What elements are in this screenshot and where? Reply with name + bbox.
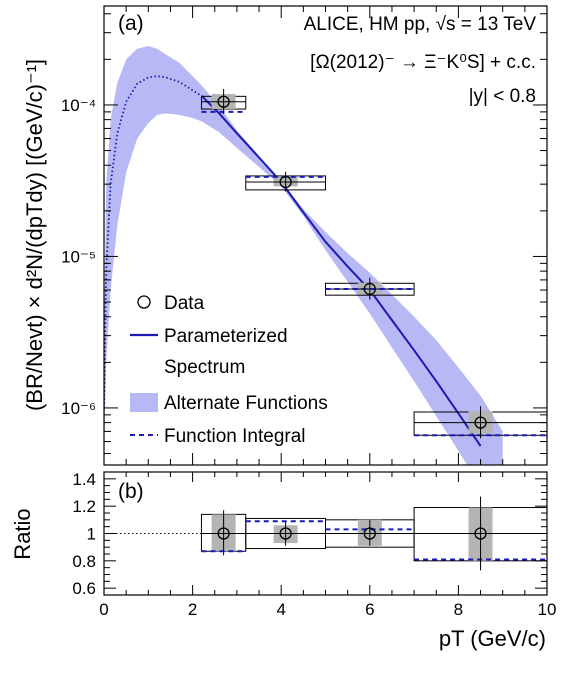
x-tick-label-10: 10: [538, 600, 557, 619]
legend-curve-label-2: Spectrum: [164, 357, 245, 378]
data-point-marker-0: [217, 95, 230, 108]
y-tick-label-1e-6: 10⁻⁶: [61, 399, 96, 418]
x-tick-labels: 0 2 4 6 8 10: [99, 600, 556, 619]
legend-integral-label: Function Integral: [164, 426, 306, 447]
header-line-3: |y| < 0.8: [469, 86, 536, 107]
y-tick-label-1e-4: 10⁻⁴: [61, 96, 96, 115]
spectrum-curve-fitted: [200, 95, 482, 447]
ratio-tick-label-1: 1: [87, 525, 96, 544]
data-point-marker-1: [279, 175, 292, 189]
y-tick-label-1e-5: 10⁻⁵: [61, 247, 96, 266]
legend-band-swatch: [130, 393, 158, 412]
data-points: [200, 89, 548, 439]
ratio-tick-label-0.6: 0.6: [72, 579, 96, 598]
top-panel: (a) ALICE, HM pp, √s = 13 TeV [Ω(2012)⁻ …: [22, 5, 548, 466]
top-axis-ticks: [103, 6, 548, 465]
x-tick-label-8: 8: [454, 600, 463, 619]
bottom-axis-ticks: [103, 472, 548, 595]
x-tick-label-2: 2: [188, 600, 197, 619]
alternate-functions-band: [104, 46, 503, 465]
parameterized-spectrum-curve: [104, 75, 482, 447]
bottom-panel: (b) Ratio 0.6 0.8 1 1.2 1.4 0 2 4 6 8 10 pT (…: [10, 470, 556, 651]
ratio-tick-label-1.4: 1.4: [72, 470, 96, 489]
ratio-tick-label-1.2: 1.2: [72, 497, 96, 516]
bottom-y-axis-label: Ratio: [10, 508, 35, 559]
data-point-marker-2: [363, 282, 376, 296]
header-line-2: [Ω(2012)⁻ → Ξ⁻K⁰S] + c.c.: [310, 52, 536, 73]
x-tick-label-6: 6: [365, 600, 374, 619]
alternate-functions-band-area: [104, 46, 503, 465]
legend: Data Parameterized Spectrum Alternate Fu…: [130, 293, 328, 447]
ratio-points: [104, 496, 547, 571]
x-tick-label-4: 4: [276, 600, 285, 619]
spectrum-curve-extrapolated: [104, 75, 202, 408]
legend-band-label: Alternate Functions: [164, 393, 328, 414]
ratio-point-marker-3: [474, 527, 487, 540]
panel-label-b: (b): [118, 480, 144, 503]
ratio-tick-label-0.8: 0.8: [72, 552, 96, 571]
data-point-marker-3: [474, 416, 487, 429]
x-tick-label-0: 0: [99, 600, 108, 619]
panel-label-a: (a): [118, 12, 144, 35]
legend-data-label: Data: [164, 293, 205, 314]
legend-data-marker: [137, 295, 151, 309]
x-axis-label: pT (GeV/c): [439, 626, 546, 651]
header-line-1: ALICE, HM pp, √s = 13 TeV: [304, 14, 537, 35]
top-y-axis-label: (BR/Nevt) × d²N/(dpTdy) [(GeV/c)⁻¹]: [22, 59, 47, 411]
legend-curve-label-1: Parameterized: [164, 326, 288, 347]
